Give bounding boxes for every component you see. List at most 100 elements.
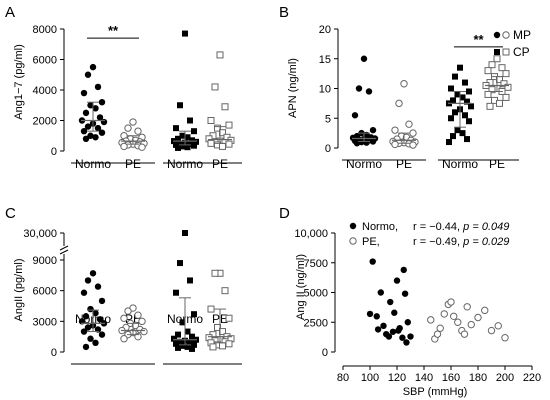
panel-d-data-point [373, 313, 380, 320]
panel-b-data-point [488, 86, 496, 94]
panel-a-data-point [82, 109, 90, 117]
panel-a-data-point [184, 134, 191, 141]
panel-d-data-point [433, 330, 442, 338]
panel-a-data-point [175, 144, 181, 151]
legend-d-normo-r: r = −0.44, [413, 221, 460, 233]
panel-a-data-point [80, 89, 88, 97]
panel-c-data-point [82, 343, 90, 351]
panel-letter-c: C [5, 205, 16, 222]
panel-b-data-point [484, 67, 492, 75]
panel-a-data-point [92, 134, 99, 141]
panel-a-data-point [193, 138, 199, 145]
panel-c-data-point [179, 319, 186, 326]
panel-b-ytick-label: 15 [319, 54, 331, 66]
panel-a-ytick-label: 6000 [33, 55, 57, 67]
panel-c-ytick-label-upper: 30,000 [23, 228, 57, 240]
panel-a-data-point [216, 51, 224, 59]
panel-a-ylabel: Ang1−7 (pg/ml) [13, 44, 25, 120]
panel-letter-b: B [279, 4, 289, 21]
panel-b-data-point [454, 91, 461, 98]
panel-a-category-label: Normo [75, 157, 111, 171]
panel-c-data-point [189, 333, 195, 340]
legend-b-cp-filled-marker [494, 49, 500, 55]
panel-b-data-point [459, 130, 466, 137]
panel-b-data-point [498, 64, 506, 72]
panel-a-data-point [129, 118, 137, 126]
panel-b-data-point [409, 129, 417, 137]
panel-d-ytick-label: 0 [322, 347, 328, 359]
panel-c-data-point [89, 270, 97, 277]
panel-d-data-point [440, 310, 448, 318]
legend-b-cp-open-marker [502, 48, 510, 56]
panel-a-data-point [87, 102, 94, 109]
panel-b-category-label: Normo [346, 157, 382, 171]
panel-c-data-point [98, 331, 106, 338]
panel-a-data-point [98, 129, 106, 136]
panel-c-data-point [92, 309, 99, 317]
panel-a-data-point [134, 127, 142, 135]
panel-a-data-point [191, 128, 197, 135]
panel-d-data-point [403, 339, 410, 346]
panel-c-data-point [211, 269, 219, 277]
panel-c-data-point [191, 311, 197, 318]
panel-b-data-point [452, 109, 458, 116]
panel-b-data-point [484, 90, 492, 98]
panel-d-data-point [366, 310, 374, 318]
panel-a-ytick-label: 8000 [33, 24, 57, 36]
panel-b-data-point [395, 99, 403, 108]
panel-c-data-point [80, 289, 88, 296]
panel-b-data-point [468, 103, 474, 110]
legend-b-mp-filled-marker [493, 31, 501, 39]
panel-b-data-point [400, 80, 408, 88]
panel-a-data-point [84, 123, 92, 130]
panel-a-data-point [211, 83, 219, 91]
panel-a-data-point [177, 102, 183, 109]
panel-b-ytick-label: 0 [325, 143, 331, 155]
panel-d-data-point [385, 333, 393, 340]
legend-d-pe-r: r = −0.49, [413, 236, 460, 248]
panel-a-data-point [187, 117, 193, 124]
panel-a-data-point [221, 103, 229, 111]
panel-a-data-point [80, 127, 88, 135]
panel-d-data-point [389, 328, 397, 335]
legend-b-cp-label: CP [513, 45, 530, 59]
panel-d-data-point [436, 324, 444, 332]
panel-b-ylabel: APN (ng/ml) [287, 58, 299, 118]
panel-b-ytick-label: 10 [319, 84, 331, 96]
panel-a-data-point [175, 135, 181, 142]
panel-c-data-point [225, 340, 233, 348]
panel-b-data-point [446, 139, 452, 146]
legend-d: Normo, r = −0.44, p = 0.049 PE, r = −0.4… [349, 221, 509, 248]
panel-a-data-point [189, 137, 195, 144]
panel-a-data-point [92, 105, 99, 112]
panel-d-xtick-label: 80 [337, 372, 349, 384]
panel-d-data-point [460, 330, 469, 338]
panel-d-xtick-label: 140 [415, 372, 433, 384]
panel-d-data-point [467, 320, 475, 329]
panel-a-data-point [138, 143, 146, 151]
panel-b-data-point [457, 64, 463, 71]
panel-c-data-point [84, 277, 92, 284]
panel-d-data-point [401, 290, 409, 297]
panel-c-data-point [179, 342, 186, 349]
panel-b-ytick-label: 20 [319, 24, 331, 36]
panel-b-data-point [466, 118, 472, 125]
panel-b-data-point [351, 112, 359, 119]
panel-d-ytick-label: 10,000 [294, 228, 328, 240]
panel-a-data-point [207, 139, 215, 147]
panel-a-data-point [191, 142, 197, 149]
legend-d-pe-label: PE, [362, 236, 380, 248]
panel-b-data-point [502, 70, 510, 78]
panel-a-data-point [177, 140, 183, 147]
panel-b-ytick-label: 5 [325, 113, 331, 125]
panel-d-xtick-label: 200 [496, 372, 514, 384]
panel-c-data-point [173, 340, 179, 347]
panel-a-data-point [96, 114, 104, 121]
panel-b-data-point [450, 97, 456, 104]
panel-d-data-point [501, 334, 509, 342]
panel-c-data-point [209, 343, 217, 351]
panel-a-data-point [179, 132, 186, 139]
panel-d-data-point [447, 298, 455, 306]
panel-b-data-point [502, 93, 510, 101]
